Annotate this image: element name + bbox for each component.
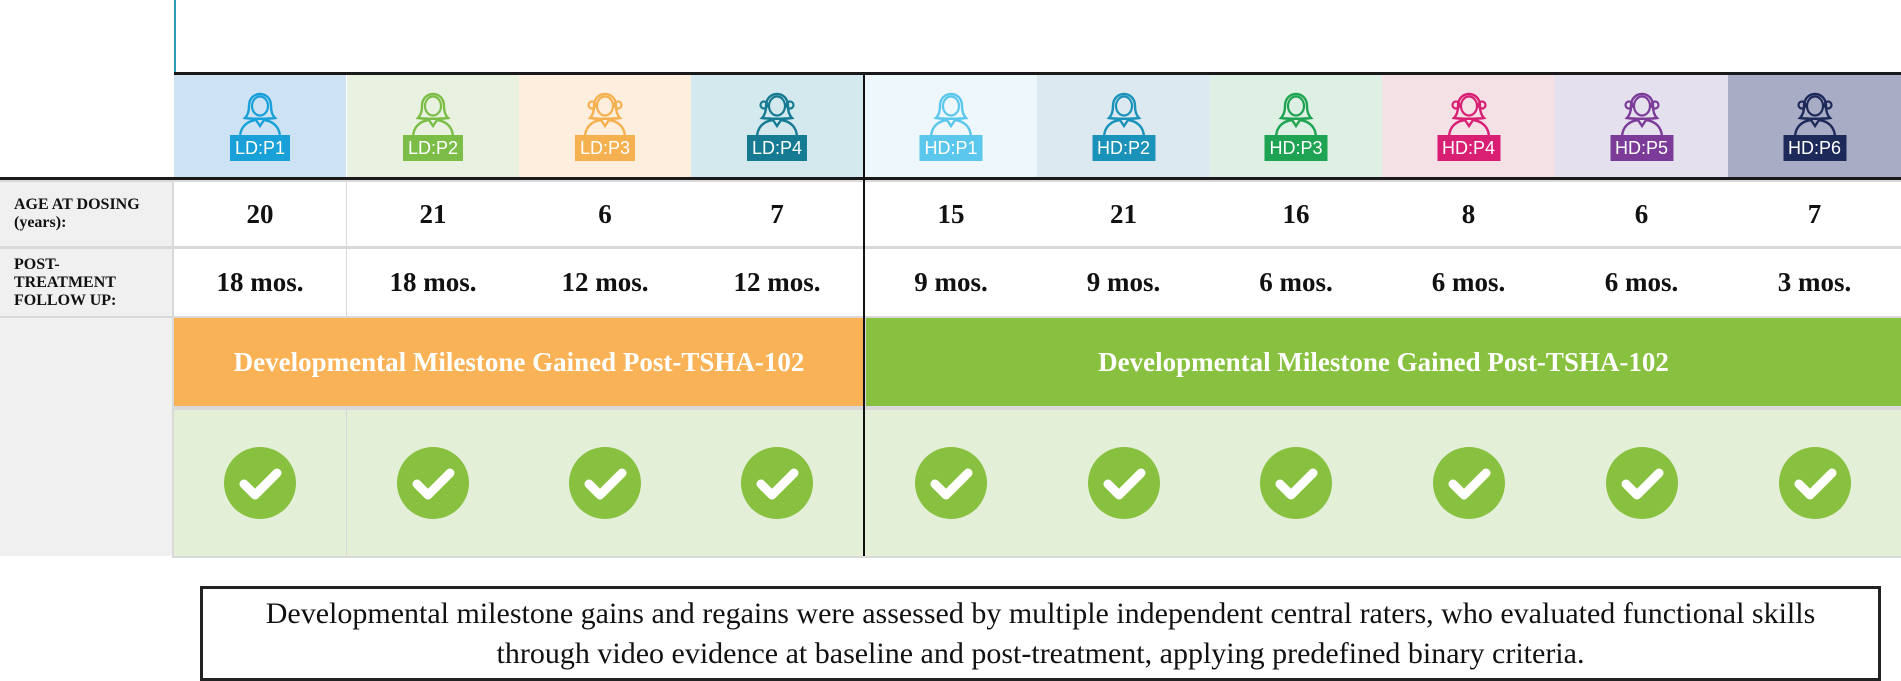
followup-cell: 6 mos. (1382, 249, 1555, 316)
patient-tile: HD:P6 (1728, 74, 1901, 178)
patient-tile: HD:P3 (1210, 74, 1382, 178)
age-cell: 15 (865, 182, 1037, 246)
milestone-check-cell (691, 410, 863, 556)
age-row-label: AGE AT DOSING (years): (0, 182, 172, 246)
milestone-check-cell (1728, 410, 1901, 556)
age-cell: 7 (1728, 182, 1901, 246)
patient-tile: LD:P3 (519, 74, 691, 178)
patient-tile: HD:P1 (865, 74, 1037, 178)
followup-cell: 9 mos. (865, 249, 1037, 316)
header-divider (174, 72, 1901, 75)
patient-label: HD:P6 (1782, 135, 1847, 161)
cohort-2-dose: 1x1015 total vg (1313, 39, 1460, 67)
followup-cell: 6 mos. (1555, 249, 1728, 316)
cohort-1-header: Cohort 1: Low Dose 5.7x1014 total vg (174, 0, 858, 74)
cohort-divider (863, 74, 865, 556)
followup-cell: 12 mos. (691, 249, 863, 316)
patient-label: HD:P4 (1436, 135, 1501, 161)
patient-tile: LD:P2 (347, 74, 519, 178)
patient-tile: HD:P5 (1555, 74, 1728, 178)
followup-cell: 3 mos. (1728, 249, 1901, 316)
milestone-check-cell (519, 410, 691, 556)
patient-tile: HD:P2 (1037, 74, 1210, 178)
patient-label: HD:P3 (1264, 135, 1328, 161)
patient-label: LD:P3 (574, 135, 636, 161)
cohort-1-milestone-banner: Developmental Milestone Gained Post-TSHA… (174, 318, 864, 406)
age-cell: 21 (1037, 182, 1210, 246)
cohort-2-title: Cohort 2: High Dose (1250, 1, 1523, 36)
milestone-check-cell (347, 410, 519, 556)
patient-tile: LD:P4 (691, 74, 863, 178)
footnote-box: Developmental milestone gains and regain… (200, 586, 1881, 681)
patient-label: HD:P2 (1091, 135, 1156, 161)
milestone-check-cell (1555, 410, 1728, 556)
milestone-check-cell (1382, 410, 1555, 556)
cohort-1-dose: 5.7x1014 total vg (435, 39, 599, 67)
patient-label: LD:P4 (746, 135, 808, 161)
age-cell: 16 (1210, 182, 1382, 246)
patient-tile: HD:P4 (1382, 74, 1555, 178)
age-cell: 7 (691, 182, 863, 246)
patient-label: HD:P5 (1609, 135, 1674, 161)
patient-tile: LD:P1 (174, 74, 346, 178)
cohort-2-header: Cohort 2: High Dose 1x1015 total vg (872, 0, 1901, 74)
milestone-check-cell (1037, 410, 1210, 556)
cohort-2-milestone-banner: Developmental Milestone Gained Post-TSHA… (866, 318, 1901, 406)
followup-row-label: POST-TREATMENT FOLLOW UP: (0, 249, 172, 316)
followup-cell: 18 mos. (347, 249, 519, 316)
milestone-check-cell (865, 410, 1037, 556)
patient-label: HD:P1 (919, 135, 983, 161)
milestone-check-cell (1210, 410, 1382, 556)
followup-cell: 18 mos. (174, 249, 346, 316)
age-cell: 20 (174, 182, 346, 246)
tile-divider (0, 177, 1901, 180)
patient-label: LD:P2 (402, 135, 464, 161)
milestone-check-cell (174, 410, 346, 556)
cohort-1-title: Cohort 1: Low Dose (383, 1, 651, 36)
age-cell: 8 (1382, 182, 1555, 246)
age-cell: 6 (1555, 182, 1728, 246)
age-cell: 6 (519, 182, 691, 246)
patient-label: LD:P1 (229, 135, 291, 161)
followup-cell: 9 mos. (1037, 249, 1210, 316)
followup-cell: 6 mos. (1210, 249, 1382, 316)
followup-cell: 12 mos. (519, 249, 691, 316)
footnote-text: Developmental milestone gains and regain… (265, 596, 1816, 670)
age-cell: 21 (347, 182, 519, 246)
left-gutter (0, 318, 172, 556)
